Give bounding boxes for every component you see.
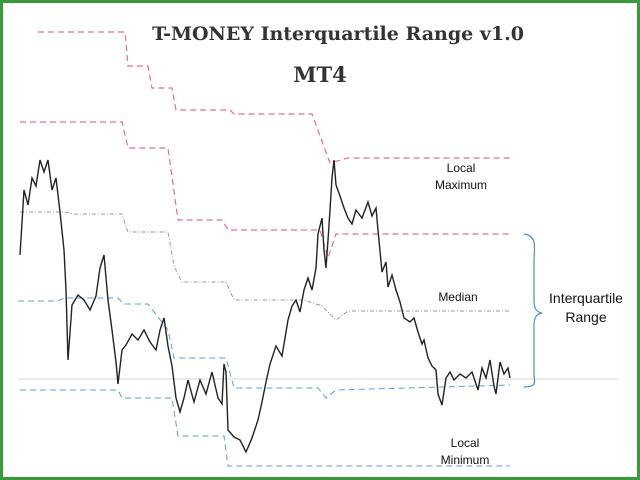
price-line (19, 159, 511, 454)
local-minimum-label-line2: Minimum (441, 453, 490, 467)
lower-band-line (18, 297, 511, 399)
local-minimum-label-line1: Local (451, 436, 480, 450)
local-maximum-label-line1: Local (447, 161, 476, 175)
upper-band-outer-line (38, 31, 510, 164)
median-label: Median (438, 290, 477, 304)
local-maximum-label-line2: Maximum (435, 178, 487, 192)
upper-band-line (20, 121, 510, 261)
interquartile-brace (523, 233, 543, 388)
lower-band-outer-line (20, 389, 510, 467)
iqr-label-line2: Range (565, 309, 606, 325)
median-line (20, 211, 510, 321)
chart-title: T-MONEY Interquartile Range v1.0 (152, 23, 524, 45)
chart-subtitle: MT4 (293, 62, 346, 87)
iqr-label-line1: Interquartile (549, 290, 623, 306)
